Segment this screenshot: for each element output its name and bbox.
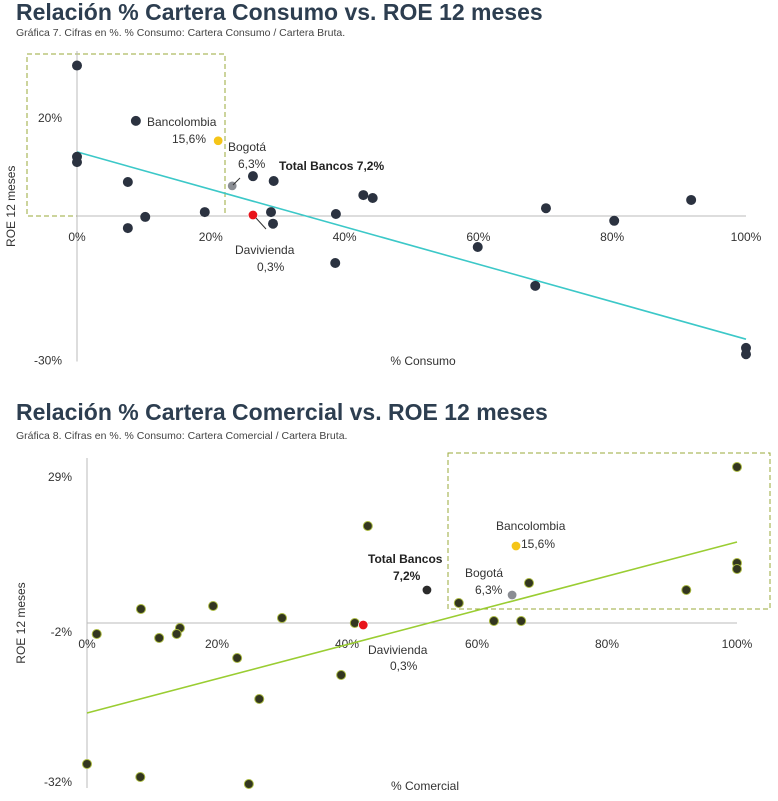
annotation: Bogotá — [465, 566, 503, 580]
annotation: Bancolombia — [496, 519, 566, 533]
y-tick-label: 20% — [38, 111, 62, 125]
point — [140, 211, 151, 222]
x-tick-label: 60% — [465, 637, 489, 651]
point — [208, 601, 219, 611]
point — [732, 462, 742, 472]
point — [358, 190, 369, 201]
point — [681, 585, 692, 595]
y-axis-label: ROE 12 meses — [4, 166, 18, 247]
x-tick-label: 0% — [68, 230, 86, 244]
annotation: Total Bancos 7,2% — [279, 159, 384, 173]
point — [741, 349, 751, 360]
point — [524, 578, 534, 588]
point — [199, 207, 210, 218]
annotation: Bancolombia — [147, 115, 217, 129]
point — [732, 564, 742, 574]
x-tick-label: 80% — [595, 637, 619, 651]
x-tick-label: 20% — [199, 230, 223, 244]
point — [243, 779, 254, 789]
leader-line — [255, 217, 267, 230]
annotation-value: 6,3% — [475, 583, 503, 597]
leader-line — [232, 177, 241, 186]
annotation: Total Bancos — [368, 552, 443, 566]
point — [254, 694, 265, 704]
x-tick-label: 100% — [722, 637, 753, 651]
annotation-value: 15,6% — [521, 537, 555, 551]
point — [122, 223, 133, 234]
y-tick-label: -32% — [44, 775, 72, 789]
x-tick-label: 60% — [466, 230, 490, 244]
annotation-value: 6,3% — [238, 157, 266, 171]
trend-line — [86, 541, 738, 714]
annotation: Davivienda — [368, 643, 428, 657]
point — [171, 629, 182, 639]
annotation: Davivienda — [235, 243, 295, 257]
chart-title: Relación % Cartera Comercial vs. ROE 12 … — [16, 399, 548, 425]
point — [330, 258, 341, 269]
point — [91, 629, 102, 639]
highlight-point — [506, 589, 518, 601]
point — [609, 215, 620, 226]
y-tick-label: 29% — [48, 470, 72, 484]
point — [540, 203, 551, 214]
point — [135, 772, 146, 782]
x-tick-label: 20% — [205, 637, 229, 651]
highlight-point — [421, 584, 433, 596]
chart-subtitle: Gráfica 8. Cifras en %. % Consumo: Carte… — [16, 430, 347, 442]
y-axis-label: ROE 12 meses — [14, 582, 28, 663]
point — [268, 218, 279, 229]
point — [130, 115, 141, 126]
point — [472, 242, 483, 253]
point — [232, 653, 243, 663]
point — [453, 598, 464, 608]
annotation-value: 7,2% — [393, 569, 421, 583]
x-tick-label: 40% — [333, 230, 357, 244]
x-tick-label: 0% — [78, 637, 96, 651]
annotation: Bogotá — [228, 140, 266, 154]
point — [367, 193, 378, 204]
chart-title: Relación % Cartera Consumo vs. ROE 12 me… — [16, 0, 543, 25]
chart-subtitle: Gráfica 7. Cifras en %. % Consumo: Carte… — [16, 27, 345, 39]
point — [122, 176, 133, 187]
x-tick-label: 80% — [600, 230, 624, 244]
point — [135, 604, 146, 614]
y-tick-label: -30% — [34, 354, 62, 368]
point — [336, 670, 347, 680]
point — [268, 176, 279, 187]
point — [247, 171, 258, 182]
highlight-point — [358, 619, 369, 631]
trend-line — [76, 151, 747, 340]
highlight-box — [447, 452, 771, 610]
highlight-point — [212, 135, 224, 146]
x-tick-label: 100% — [731, 230, 762, 244]
x-axis-label: % Consumo — [390, 354, 456, 368]
point — [266, 207, 277, 218]
y-tick-label: -2% — [51, 625, 73, 639]
point — [72, 157, 82, 168]
annotation-value: 0,3% — [390, 659, 418, 673]
point — [330, 209, 341, 220]
point — [488, 616, 499, 626]
annotation-value: 15,6% — [172, 132, 206, 146]
point — [154, 633, 165, 643]
annotation-value: 0,3% — [257, 260, 285, 274]
point — [362, 521, 373, 531]
x-axis-label: % Comercial — [391, 779, 459, 793]
point — [349, 618, 360, 628]
point — [516, 616, 527, 626]
highlight-point — [247, 209, 259, 221]
point — [530, 280, 541, 291]
point — [686, 194, 697, 205]
highlight-point — [510, 540, 522, 552]
point — [72, 60, 82, 71]
point — [277, 613, 287, 623]
point — [82, 759, 92, 769]
